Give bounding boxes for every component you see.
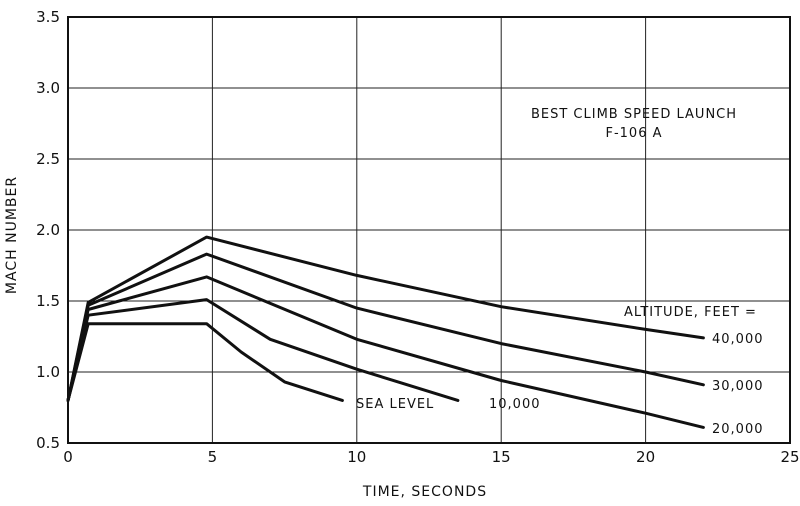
tick-labels: 0 5 10 15 20 25 0.5 1.0 1.5 2.0 2.5 3.0 3.5 bbox=[36, 8, 799, 466]
y-tick-label: 0.5 bbox=[36, 434, 60, 452]
series-curves bbox=[66, 235, 705, 429]
y-tick-label: 3.5 bbox=[36, 8, 60, 26]
series-label-30000: 30,000 bbox=[712, 379, 764, 394]
chart-annotation-line-2: F-106 A bbox=[605, 126, 662, 141]
series-line-20000 bbox=[66, 275, 705, 429]
y-tick-label: 1.0 bbox=[36, 363, 60, 381]
y-tick-label: 2.5 bbox=[36, 150, 60, 168]
series-line-sea-level bbox=[66, 322, 344, 402]
series-label-20000: 20,000 bbox=[712, 422, 764, 437]
y-tick-label: 1.5 bbox=[36, 292, 60, 310]
series-label-40000: 40,000 bbox=[712, 332, 764, 347]
series-label-sea-level: SEA LEVEL bbox=[356, 397, 434, 412]
series-line-10000 bbox=[66, 298, 460, 402]
chart-annotation-line-1: BEST CLIMB SPEED LAUNCH bbox=[531, 107, 737, 122]
x-tick-label: 20 bbox=[636, 448, 655, 466]
x-tick-label: 25 bbox=[780, 448, 799, 466]
y-axis-label: MACH NUMBER bbox=[4, 176, 20, 294]
series-line-30000 bbox=[66, 252, 705, 402]
x-tick-label: 0 bbox=[63, 448, 73, 466]
x-tick-label: 5 bbox=[208, 448, 218, 466]
plot-frame bbox=[67, 16, 791, 444]
x-tick-label: 10 bbox=[347, 448, 366, 466]
series-label-10000: 10,000 bbox=[489, 397, 541, 412]
y-tick-label: 3.0 bbox=[36, 79, 60, 97]
x-axis-label: TIME, SECONDS bbox=[362, 484, 487, 500]
y-tick-label: 2.0 bbox=[36, 221, 60, 239]
legend-title: ALTITUDE, FEET = bbox=[624, 305, 757, 320]
x-tick-label: 15 bbox=[492, 448, 511, 466]
series-line-40000 bbox=[66, 235, 705, 402]
